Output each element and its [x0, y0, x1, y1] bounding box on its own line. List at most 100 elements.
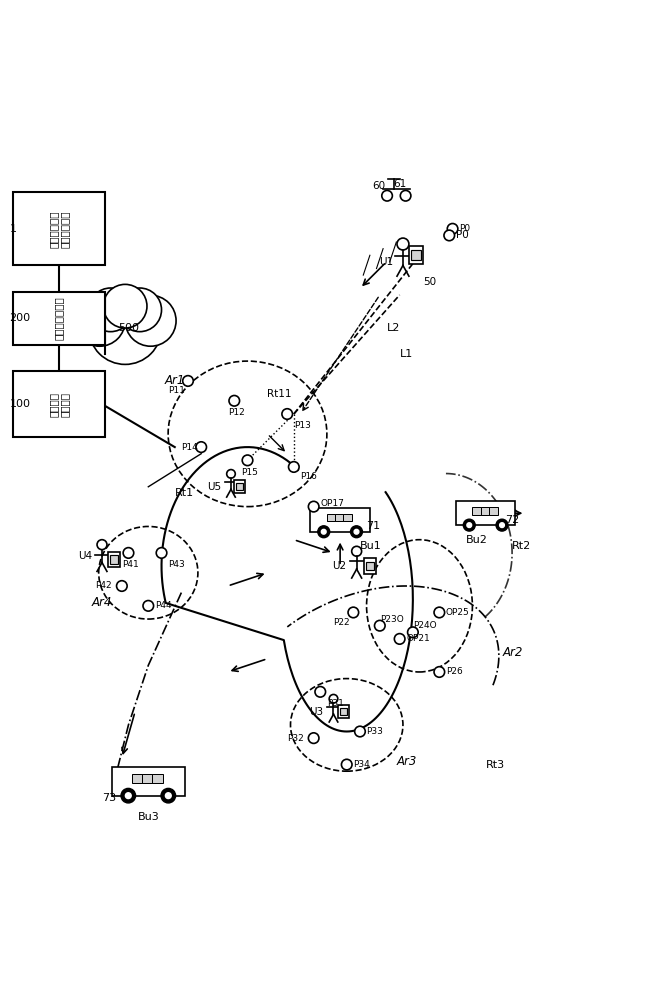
Text: P32: P32 [287, 734, 304, 743]
Text: Bu1: Bu1 [360, 541, 382, 551]
Text: Rt1: Rt1 [175, 488, 194, 498]
Text: Ar3: Ar3 [396, 755, 417, 768]
Circle shape [156, 548, 167, 558]
Text: Bu3: Bu3 [137, 812, 159, 822]
Text: P22: P22 [334, 618, 350, 627]
Text: Ar2: Ar2 [502, 646, 522, 659]
Text: P23O: P23O [380, 615, 404, 624]
Text: P42: P42 [95, 581, 112, 590]
Text: U1: U1 [379, 257, 393, 267]
Circle shape [348, 607, 359, 618]
Circle shape [123, 548, 134, 558]
FancyBboxPatch shape [364, 558, 376, 574]
Text: 72: 72 [506, 515, 520, 525]
Text: 500: 500 [118, 323, 139, 333]
Text: P24O: P24O [413, 621, 436, 630]
FancyBboxPatch shape [489, 507, 498, 515]
Text: Rt2: Rt2 [512, 541, 532, 551]
Text: Rt11: Rt11 [267, 389, 292, 399]
Circle shape [125, 793, 131, 799]
FancyBboxPatch shape [142, 774, 153, 783]
Circle shape [408, 627, 418, 638]
Circle shape [165, 793, 171, 799]
Circle shape [289, 462, 299, 472]
FancyBboxPatch shape [340, 708, 347, 715]
Circle shape [242, 455, 253, 466]
Circle shape [434, 667, 445, 677]
Circle shape [317, 526, 329, 538]
Text: P31: P31 [327, 699, 344, 708]
FancyBboxPatch shape [310, 508, 370, 532]
Circle shape [496, 519, 508, 531]
FancyBboxPatch shape [112, 767, 185, 796]
Circle shape [196, 442, 207, 452]
FancyBboxPatch shape [152, 774, 163, 783]
FancyBboxPatch shape [472, 507, 482, 515]
Text: P41: P41 [122, 560, 139, 569]
Circle shape [374, 620, 385, 631]
Text: P0: P0 [459, 224, 470, 233]
Text: P34: P34 [354, 760, 370, 769]
Text: 61: 61 [393, 179, 406, 189]
Text: P43: P43 [168, 560, 185, 569]
Circle shape [394, 634, 405, 644]
Circle shape [143, 601, 153, 611]
FancyBboxPatch shape [132, 774, 143, 783]
FancyBboxPatch shape [456, 501, 516, 525]
FancyBboxPatch shape [108, 552, 120, 567]
Text: U4: U4 [78, 551, 92, 561]
Text: 交通信息服务器: 交通信息服务器 [54, 296, 64, 340]
Text: U3: U3 [309, 707, 323, 717]
Circle shape [117, 581, 127, 591]
Text: 合乘车辆
运行系统: 合乘车辆 运行系统 [48, 392, 70, 417]
Circle shape [308, 733, 319, 743]
Text: Rt3: Rt3 [486, 760, 505, 770]
Text: OP25: OP25 [446, 608, 470, 617]
Circle shape [183, 376, 193, 386]
Text: 60: 60 [372, 181, 385, 191]
FancyBboxPatch shape [235, 480, 245, 493]
Text: P11: P11 [168, 386, 185, 395]
FancyBboxPatch shape [366, 562, 374, 570]
FancyBboxPatch shape [410, 246, 423, 264]
Text: 71: 71 [367, 521, 381, 531]
FancyBboxPatch shape [13, 371, 105, 437]
FancyBboxPatch shape [335, 514, 344, 521]
Circle shape [434, 607, 445, 618]
Circle shape [351, 526, 362, 538]
FancyBboxPatch shape [109, 555, 118, 564]
Circle shape [308, 501, 319, 512]
Circle shape [321, 529, 326, 534]
Circle shape [282, 409, 293, 419]
Circle shape [444, 230, 454, 241]
FancyBboxPatch shape [13, 292, 105, 345]
Circle shape [342, 759, 352, 770]
Text: P44: P44 [155, 601, 171, 610]
Circle shape [500, 523, 504, 528]
FancyBboxPatch shape [338, 705, 349, 718]
Text: P13: P13 [293, 421, 311, 430]
Circle shape [448, 224, 458, 234]
Text: 1: 1 [9, 224, 17, 234]
Text: P26: P26 [446, 667, 463, 676]
Text: 合乘移动体的
使用辅助系统: 合乘移动体的 使用辅助系统 [48, 210, 70, 248]
Circle shape [464, 519, 475, 531]
Text: P0: P0 [456, 230, 469, 240]
Text: OP17: OP17 [320, 499, 344, 508]
Text: P12: P12 [227, 408, 244, 417]
Circle shape [121, 788, 135, 803]
Circle shape [229, 395, 239, 406]
Text: P16: P16 [300, 472, 317, 481]
Circle shape [354, 529, 359, 534]
Text: Ar4: Ar4 [92, 596, 113, 609]
Text: U5: U5 [207, 482, 221, 492]
Text: 73: 73 [102, 793, 116, 803]
Text: 50: 50 [423, 277, 436, 287]
Text: P33: P33 [367, 727, 384, 736]
Text: L2: L2 [386, 323, 400, 333]
FancyBboxPatch shape [13, 192, 105, 265]
FancyBboxPatch shape [412, 250, 421, 260]
Text: OP21: OP21 [406, 634, 430, 643]
Text: Bu2: Bu2 [466, 535, 488, 545]
Text: Ar1: Ar1 [165, 374, 185, 387]
